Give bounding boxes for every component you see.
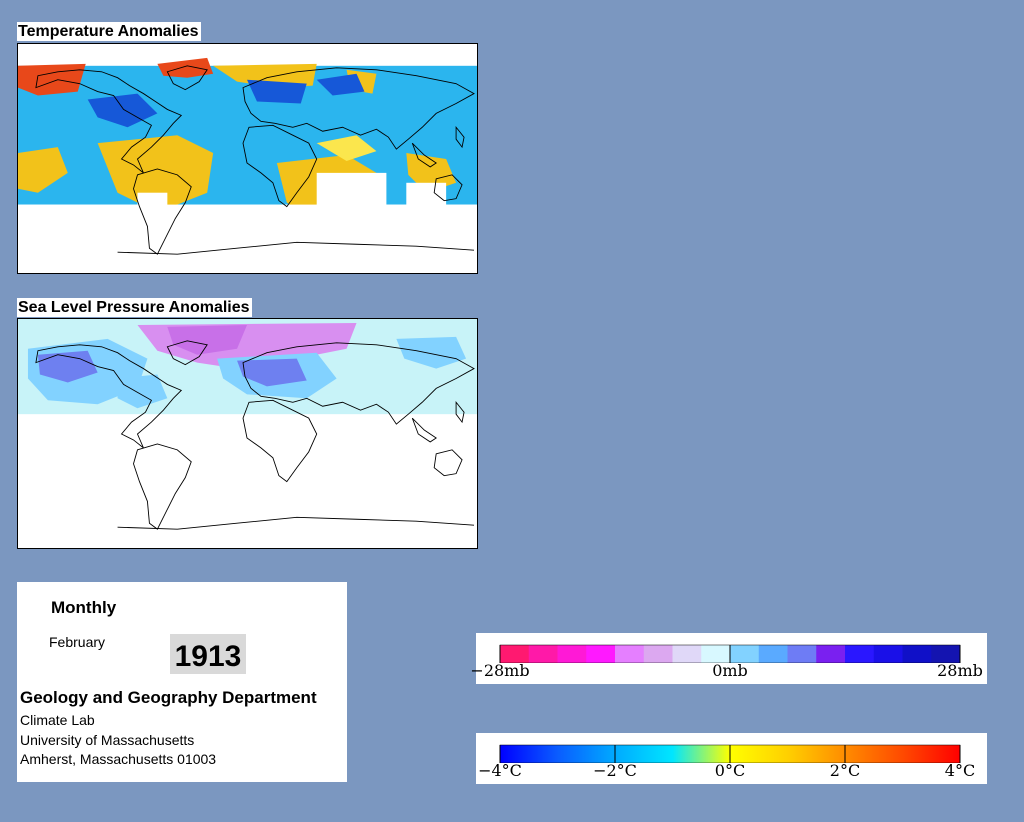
slp-anomaly-region-1 [37,350,98,383]
coastline-segment-7 [411,417,437,443]
coastlines [35,65,475,255]
temp-no-data-gap-2 [406,182,447,213]
coastline-segment-2 [166,65,208,91]
coastline-segment-2 [166,340,208,366]
coastline-segment-6 [117,516,475,530]
pressure-tick-label: 28mb [937,661,983,680]
pressure-colorbar-cell-12 [845,645,875,663]
address: Amherst, Massachusetts 01003 [20,751,217,767]
temperature-map-canvas [18,44,477,273]
pressure-colorbar-cell-8 [730,645,760,663]
info-panel: Monthly February 1913 Geology and Geogra… [17,582,347,782]
pressure-colorbar-cell-0 [500,645,530,663]
coastline-segment-4 [242,124,318,208]
pressure-colorbar-cell-14 [902,645,932,663]
pressure-colorbar-cell-5 [643,645,673,663]
pressure-colorbar-cell-1 [528,645,558,663]
coastline-segment-1 [133,443,192,530]
coastline-segment-6 [117,241,475,255]
coastline-segment-7 [411,142,437,168]
temp-field-base [18,65,477,205]
pressure-colorbar-cell-13 [873,645,903,663]
temperature-tick-label: −2°C [593,761,637,780]
temperature-tick-label: 0°C [714,761,746,780]
pressure-map-title: Sea Level Pressure Anomalies [17,298,252,317]
department-name: Geology and Geography Department [20,688,317,707]
temp-anomaly-region-1 [157,57,214,78]
pressure-map-canvas [18,319,477,548]
pressure-colorbar-cell-7 [701,645,731,663]
pressure-legend: −28mb 0mb 28mb [470,633,987,684]
pressure-colorbar-cell-15 [931,645,961,663]
pressure-tick-label: −28mb [470,661,530,680]
coastline-segment-3 [242,67,475,150]
coastline-segment-8 [455,126,465,149]
temp-anomaly-region-6 [97,135,214,213]
coastline-segment-1 [133,168,192,255]
temperature-map-title: Temperature Anomalies [17,22,201,41]
temp-no-data-gap-0 [137,192,168,223]
temp-anomaly-region-0 [18,63,86,96]
coastline-segment-0 [35,69,183,174]
pressure-colorbar-cell-6 [672,645,702,663]
pressure-colorbar-cell-3 [586,645,616,663]
pressure-colorbar-cell-2 [557,645,587,663]
coastline-segment-5 [433,449,463,477]
slp-anomaly-region-6 [396,336,467,369]
temp-anomaly-region-5 [247,79,307,104]
coastlines [35,340,475,530]
pressure-colorbar-cell-4 [615,645,645,663]
pressure-colorbar [499,644,961,663]
pressure-tick-label: 0mb [712,661,748,680]
coastline-segment-8 [455,401,465,424]
lab-name: Climate Lab [20,712,95,728]
coastline-segment-3 [242,342,475,425]
slp-anomaly-region-5 [237,358,307,387]
temp-anomaly-region-7 [18,147,68,193]
month-label: February [49,634,106,650]
temperature-tick-label: 4°C [944,761,976,780]
pressure-colorbar-cell-9 [758,645,788,663]
temp-anomaly-region-11 [316,73,365,96]
temp-no-data-south [18,204,477,273]
temp-no-data-gap-1 [316,172,387,213]
temperature-legend: −4°C −2°C 0°C 2°C 4°C [476,733,987,784]
slp-anomaly-region-7 [117,374,168,409]
pressure-colorbar-cell-11 [816,645,846,663]
temp-anomaly-region-9 [316,135,377,161]
coastline-segment-4 [242,399,318,483]
pressure-colorbar-cell-10 [787,645,817,663]
temperature-anomaly-map [17,43,478,274]
slp-anomaly-region-3 [167,324,248,355]
university-name: University of Massachusetts [20,732,195,748]
pressure-anomaly-map [17,318,478,549]
coastline-segment-0 [35,344,183,449]
temperature-colorbar [499,744,961,763]
coastline-segment-5 [433,174,463,202]
temperature-tick-label: −4°C [478,761,522,780]
frequency-label: Monthly [51,598,117,617]
temperature-tick-label: 2°C [829,761,861,780]
year-display: 1913 [170,634,246,674]
temp-anomaly-region-2 [213,63,317,88]
